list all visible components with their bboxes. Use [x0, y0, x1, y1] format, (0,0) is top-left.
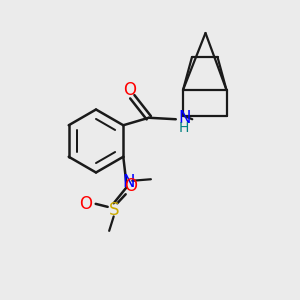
- Text: H: H: [179, 121, 189, 135]
- Text: O: O: [123, 81, 136, 99]
- Text: O: O: [79, 195, 92, 213]
- Text: S: S: [108, 201, 119, 219]
- Text: N: N: [178, 109, 190, 127]
- Text: O: O: [124, 177, 137, 195]
- Text: N: N: [122, 173, 135, 191]
